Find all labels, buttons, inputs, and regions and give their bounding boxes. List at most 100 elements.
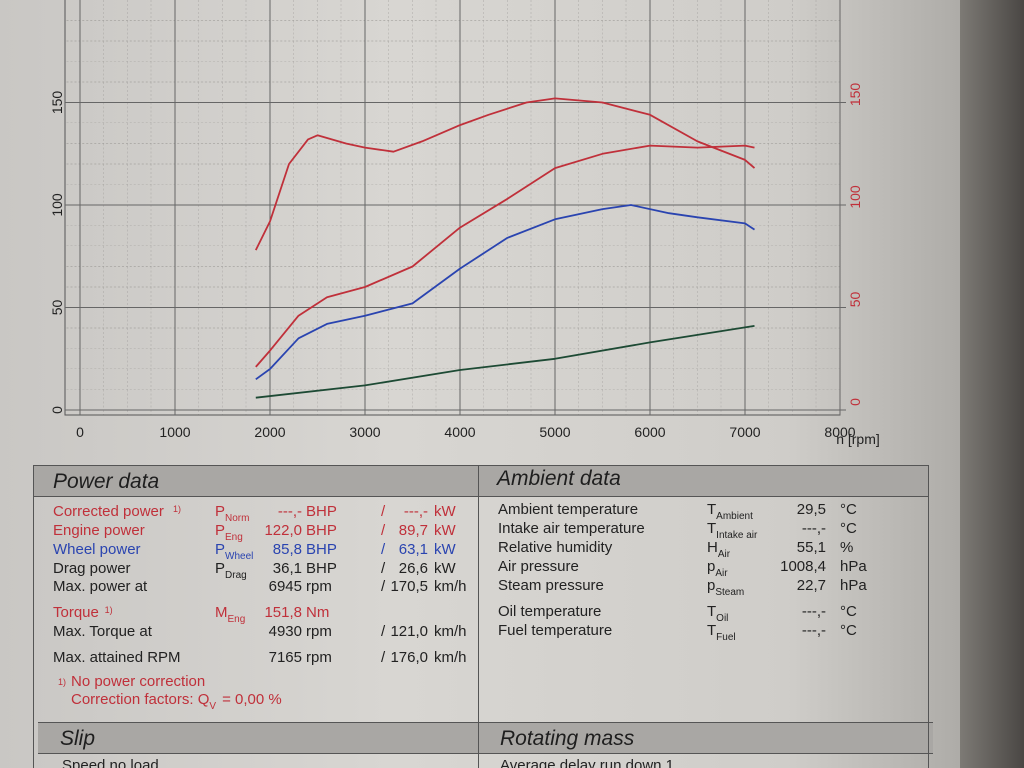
x-tick-label: 0 — [76, 424, 84, 440]
footnote-text: No power correction — [71, 673, 206, 690]
column-divider — [478, 466, 479, 768]
symbol-subscript: Eng — [227, 614, 246, 625]
symbol-letter: p — [707, 577, 716, 594]
symbol: MEng — [215, 604, 245, 629]
unit: km/h — [434, 623, 467, 640]
value: ---,- — [801, 520, 826, 537]
row-label: Steam pressure — [498, 577, 604, 594]
unit: km/h — [434, 649, 467, 666]
correction-part: = 0,00 % — [222, 691, 282, 708]
row-label: Max. attained RPM — [53, 649, 181, 666]
symbol-subscript: Eng — [225, 532, 243, 543]
value: ---,- — [403, 503, 428, 520]
symbol: TOil — [707, 603, 728, 628]
symbol: HAir — [707, 539, 730, 564]
symbol-letter: p — [707, 558, 716, 575]
symbol: pAir — [707, 558, 728, 583]
footnote-mark: 1) — [58, 677, 67, 687]
value: 36,1 — [272, 560, 302, 577]
separator: / — [381, 522, 386, 539]
unit: °C — [840, 603, 857, 620]
row-label: Torque — [53, 604, 99, 621]
symbol-letter: T — [707, 622, 717, 639]
value: 85,8 — [272, 541, 302, 558]
y-tick-label: 0 — [49, 406, 65, 414]
row-label: Drag power — [53, 560, 131, 577]
row-label: Average delay run down 1 — [500, 757, 675, 768]
unit: BHP — [306, 503, 337, 520]
row-label: Ambient temperature — [498, 501, 639, 518]
data-line — [255, 144, 755, 368]
section-title: Rotating mass — [500, 727, 635, 750]
section-title: Power data — [53, 470, 160, 493]
unit: BHP — [306, 560, 337, 577]
unit: kW — [434, 541, 456, 558]
minor-grid — [65, 0, 840, 415]
value: 4930 — [268, 623, 302, 640]
symbol: PDrag — [215, 560, 247, 585]
symbol-letter: M — [215, 604, 228, 621]
unit: hPa — [840, 558, 867, 575]
row-label: Speed no load — [62, 757, 159, 768]
symbol-subscript: Norm — [225, 513, 250, 524]
unit: rpm — [306, 649, 332, 666]
unit: Nm — [306, 604, 330, 621]
y2-tick-label: 50 — [847, 292, 863, 308]
row-label: Max. Torque at — [53, 623, 152, 640]
y-tick-label: 150 — [49, 91, 65, 115]
header-band — [38, 722, 933, 754]
symbol-letter: T — [707, 520, 717, 537]
x-tick-label: 6000 — [634, 424, 665, 440]
value: 1008,4 — [780, 558, 826, 575]
row-label: Engine power — [53, 522, 145, 539]
symbol-letter: P — [215, 560, 226, 577]
separator: / — [381, 503, 386, 520]
value: 121,0 — [390, 623, 428, 640]
y-tick-label: 50 — [49, 300, 65, 316]
value: 89,7 — [398, 522, 428, 539]
value: 63,1 — [398, 541, 428, 558]
x-tick-label: 8000 — [824, 424, 855, 440]
row-label: Wheel power — [53, 541, 141, 558]
value: 26,6 — [398, 560, 428, 577]
symbol-letter: T — [707, 501, 717, 518]
unit: °C — [840, 501, 857, 518]
correction-factor: Correction factors: QV = 0,00 % — [71, 691, 282, 716]
data-line — [255, 204, 755, 381]
value: 55,1 — [796, 539, 826, 556]
unit: BHP — [306, 541, 337, 558]
symbol: TIntake air — [707, 520, 757, 545]
correction-part: Correction factors: Q — [71, 691, 210, 708]
unit: km/h — [434, 578, 467, 595]
symbol-letter: P — [215, 522, 226, 539]
row-label: Corrected power — [53, 503, 164, 520]
header-band — [33, 465, 928, 497]
symbol-letter: P — [215, 541, 226, 558]
row-label: Air pressure — [498, 558, 579, 575]
symbol-subscript: Intake air — [716, 530, 758, 541]
separator: / — [381, 578, 386, 595]
unit: hPa — [840, 577, 867, 594]
unit: °C — [840, 520, 857, 537]
value: 7165 — [268, 649, 302, 666]
y2-tick-label: 150 — [847, 83, 863, 107]
x-tick-label: 3000 — [349, 424, 380, 440]
row-label: Oil temperature — [498, 603, 602, 620]
row-label: Max. power at — [53, 578, 148, 595]
symbol-subscript: Steam — [715, 587, 745, 598]
symbol-subscript: Drag — [225, 570, 247, 581]
unit: rpm — [306, 623, 332, 640]
symbol-subscript: Fuel — [716, 632, 736, 643]
unit: rpm — [306, 578, 332, 595]
separator: / — [381, 649, 386, 666]
correction-part: V — [209, 701, 217, 712]
separator: / — [381, 541, 386, 558]
symbol-subscript: Ambient — [716, 511, 753, 522]
frame-line — [33, 465, 34, 768]
background-edge — [960, 0, 1024, 768]
symbol: pSteam — [707, 577, 744, 602]
row-label: Fuel temperature — [498, 622, 613, 639]
symbol-subscript: Air — [715, 568, 728, 579]
row-label: Intake air temperature — [498, 520, 645, 537]
